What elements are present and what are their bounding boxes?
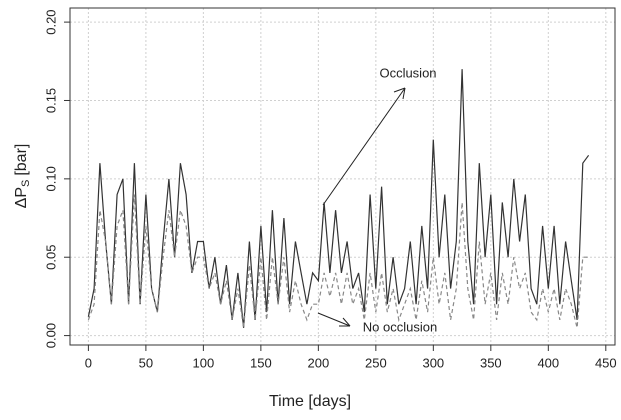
series-line: [87, 69, 590, 328]
series-line: [87, 194, 589, 328]
plot-frame: [69, 7, 616, 346]
occlusion-arrow: [322, 87, 406, 206]
x-tick-label: 350: [480, 355, 502, 370]
y-label-unit: [bar]: [13, 144, 30, 176]
x-tick-label: 400: [537, 355, 559, 370]
x-tick-label: 100: [193, 355, 215, 370]
annotation: No occlusion: [363, 319, 437, 334]
x-tick-label: 300: [422, 355, 444, 370]
x-tick-label: 200: [308, 355, 330, 370]
y-tick-label: 0.20: [43, 9, 58, 34]
y-tick-label: 0.10: [43, 166, 58, 191]
no-occlusion-arrowhead: [339, 317, 351, 327]
y-label-sub: S: [20, 180, 32, 187]
y-axis-label: ΔPS [bar]: [13, 144, 32, 209]
y-tick-label: 0.00: [43, 323, 58, 348]
x-tick-label: 50: [139, 355, 153, 370]
no-occlusion-arrow: [317, 312, 351, 327]
x-tick-label: 150: [250, 355, 272, 370]
annotation: Occlusion: [379, 65, 436, 80]
x-axis-label: Time [days]: [269, 393, 351, 410]
x-tick-label: 450: [595, 355, 617, 370]
x-tick-label: 0: [85, 355, 92, 370]
y-label-main: ΔP: [13, 187, 30, 208]
y-tick-label: 0.05: [43, 245, 58, 270]
y-tick-label: 0.15: [43, 88, 58, 113]
x-tick-label: 250: [365, 355, 387, 370]
occlusion-arrowhead: [393, 87, 406, 100]
